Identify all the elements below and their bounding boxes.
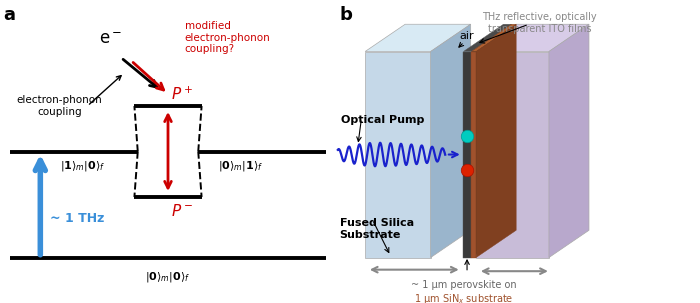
Text: $|\mathbf{0}\rangle_m|\mathbf{1}\rangle_f$: $|\mathbf{0}\rangle_m|\mathbf{1}\rangle_…: [218, 159, 264, 173]
Polygon shape: [463, 52, 471, 258]
Text: air: air: [459, 31, 474, 41]
Text: electron-phonon
coupling: electron-phonon coupling: [17, 95, 102, 117]
Polygon shape: [471, 52, 476, 258]
Polygon shape: [463, 24, 512, 52]
Text: Optical Pump: Optical Pump: [342, 115, 425, 125]
Polygon shape: [365, 52, 430, 258]
Text: $|\mathbf{1}\rangle_m|\mathbf{0}\rangle_f$: $|\mathbf{1}\rangle_m|\mathbf{0}\rangle_…: [60, 159, 106, 173]
Text: e$^-$: e$^-$: [99, 31, 122, 48]
Polygon shape: [471, 24, 512, 258]
Text: 1 μm SiN$_x$ substrate: 1 μm SiN$_x$ substrate: [414, 292, 513, 303]
Polygon shape: [476, 24, 589, 52]
Text: Fused Silica
Substrate: Fused Silica Substrate: [340, 218, 414, 240]
Polygon shape: [476, 52, 549, 258]
Text: ~ 1 THz: ~ 1 THz: [50, 212, 105, 225]
Polygon shape: [471, 24, 516, 52]
Text: $P^+$: $P^+$: [172, 86, 194, 103]
Text: $|\mathbf{0}\rangle_m|\mathbf{0}\rangle_f$: $|\mathbf{0}\rangle_m|\mathbf{0}\rangle_…: [146, 270, 190, 284]
Text: ~ 1 μm perovskite on: ~ 1 μm perovskite on: [411, 280, 516, 290]
Text: $P^-$: $P^-$: [172, 203, 194, 219]
Text: a: a: [4, 6, 15, 24]
Polygon shape: [476, 24, 516, 258]
Polygon shape: [365, 24, 470, 52]
Text: b: b: [340, 6, 353, 24]
Polygon shape: [549, 24, 589, 258]
Polygon shape: [430, 24, 470, 258]
Text: modified
electron-phonon
coupling?: modified electron-phonon coupling?: [185, 21, 270, 55]
Text: THz reflective, optically
transparent ITO films: THz reflective, optically transparent IT…: [482, 12, 597, 34]
